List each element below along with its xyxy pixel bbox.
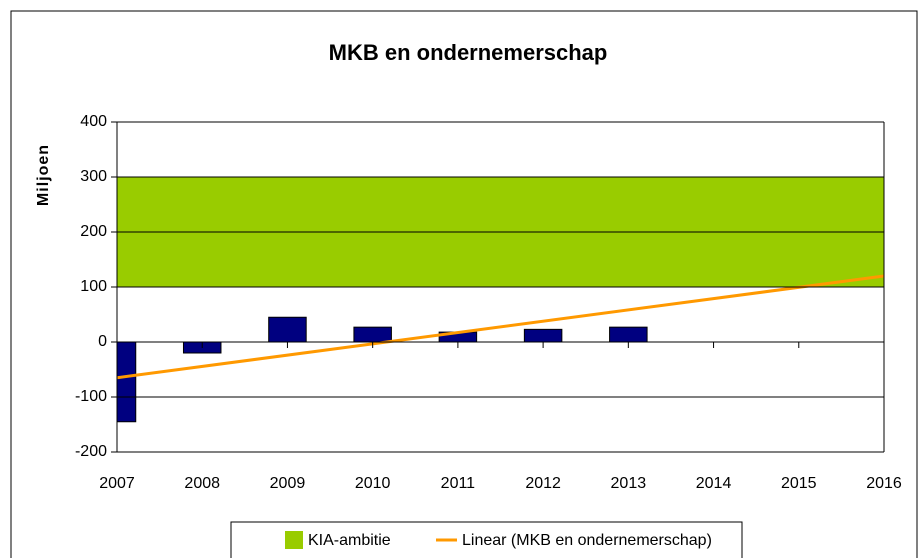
x-tick-label: 2016 (866, 475, 902, 492)
y-tick-label: 0 (98, 333, 107, 350)
bar (268, 316, 307, 343)
y-tick-label: 100 (80, 278, 107, 295)
trend-line (117, 274, 884, 380)
x-tick-label: 2014 (696, 475, 732, 492)
bar (353, 326, 392, 343)
legend-swatch (285, 531, 303, 549)
legend-label: Linear (MKB en ondernemerschap) (462, 532, 712, 549)
bar (523, 328, 563, 343)
y-tick-label: 400 (80, 113, 107, 130)
x-tick-label: 2009 (270, 475, 306, 492)
legend-label: KIA-ambitie (308, 532, 391, 549)
y-tick-label: 300 (80, 168, 107, 185)
y-tick-label: -200 (75, 443, 107, 460)
x-tick-label: 2015 (781, 475, 817, 492)
x-tick-label: 2013 (611, 475, 647, 492)
x-tick-label: 2012 (525, 475, 561, 492)
x-tick-label: 2007 (99, 475, 135, 492)
y-axis-label: Miljoen (35, 144, 52, 206)
x-tick-label: 2008 (184, 475, 220, 492)
y-tick-label: -100 (75, 388, 107, 405)
chart-title: MKB en ondernemerschap (329, 40, 608, 65)
y-tick-label: 200 (80, 223, 107, 240)
bar (609, 326, 648, 343)
x-tick-label: 2011 (441, 475, 476, 492)
x-tick-label: 2010 (355, 475, 391, 492)
legend-box (230, 521, 743, 558)
